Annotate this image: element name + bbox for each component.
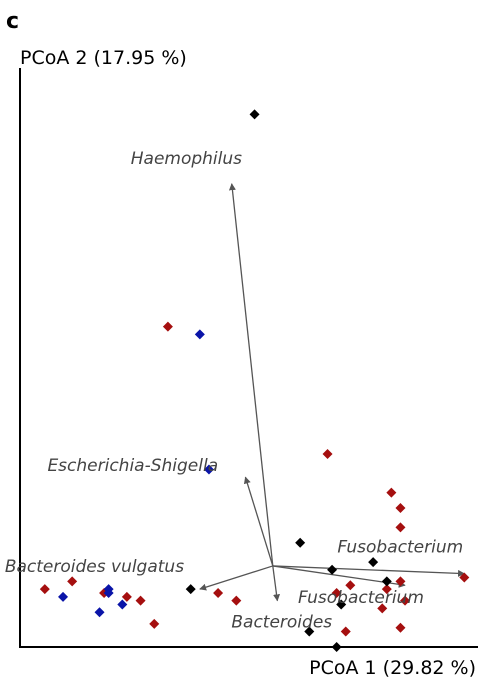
point-red-3	[121, 591, 132, 602]
point-red-16	[395, 503, 406, 514]
point-red-11	[345, 580, 356, 591]
point-red-4	[135, 595, 146, 606]
point-blue-5	[194, 329, 205, 340]
point-red-12	[340, 626, 351, 637]
taxon-label-2: Bacteroides vulgatus	[5, 557, 184, 577]
point-red-1	[67, 576, 78, 587]
taxon-label-3: Fusobacterium	[337, 538, 463, 558]
point-blue-1	[94, 607, 105, 618]
point-black-0	[249, 109, 260, 120]
point-black-5	[336, 599, 347, 610]
point-red-19	[395, 576, 406, 587]
sample-points	[39, 109, 470, 652]
point-black-7	[368, 557, 379, 568]
vector-haemophilus-0	[228, 183, 274, 567]
point-blue-6	[203, 464, 214, 475]
point-red-14	[381, 584, 392, 595]
vector-bacteroides-5	[272, 565, 281, 602]
point-black-6	[331, 642, 342, 652]
biplot-vectors	[199, 183, 466, 602]
point-red-10	[331, 587, 342, 598]
point-red-0	[39, 584, 50, 595]
vector-bacteroides-vulgatus-2	[199, 565, 273, 591]
point-black-1	[185, 584, 196, 595]
taxon-label-1: Escherichia-Shigella	[47, 456, 218, 476]
point-red-17	[395, 522, 406, 533]
point-blue-3	[103, 587, 114, 598]
point-black-3	[304, 626, 315, 637]
point-red-15	[386, 487, 397, 498]
point-blue-0	[58, 591, 69, 602]
point-blue-4	[117, 599, 128, 610]
point-red-9	[322, 449, 333, 459]
point-red-5	[149, 618, 160, 629]
point-red-7	[213, 587, 224, 598]
taxon-label-4: Fusobacterium	[298, 588, 424, 608]
taxon-labels: Haemophilus Escherichia-Shigella Bacteroid…	[5, 149, 463, 633]
point-red-18	[395, 622, 406, 633]
point-red-8	[231, 595, 242, 606]
point-black-2	[295, 537, 306, 548]
point-red-6	[162, 321, 173, 332]
point-black-4	[327, 564, 338, 575]
panel-letter: c	[6, 9, 19, 34]
point-red-13	[377, 603, 388, 614]
x-axis-title: PCoA 1 (29.82 %)	[309, 657, 476, 679]
taxon-label-0: Haemophilus	[131, 149, 242, 169]
vector-escherichia-shigella-1	[243, 476, 274, 567]
vector-fusobacterium-3	[272, 565, 466, 577]
taxon-label-5: Bacteroides	[231, 613, 332, 633]
point-red-20	[400, 595, 411, 606]
y-axis-title: PCoA 2 (17.95 %)	[20, 47, 187, 69]
point-red-21	[459, 572, 470, 583]
point-black-8	[381, 576, 392, 587]
